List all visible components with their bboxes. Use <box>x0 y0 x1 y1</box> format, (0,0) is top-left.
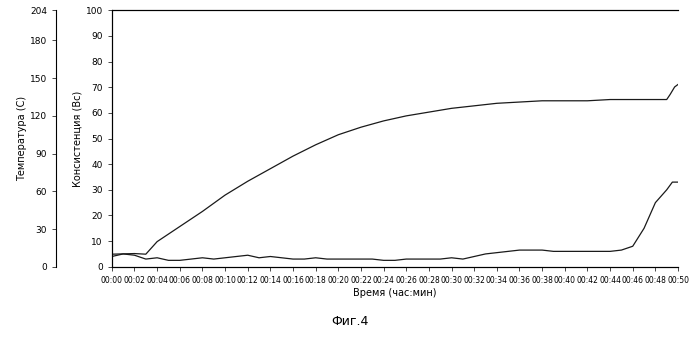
Y-axis label: Консистенция (Вс): Консистенция (Вс) <box>73 90 82 187</box>
X-axis label: Время (час:мин): Время (час:мин) <box>353 288 437 298</box>
Y-axis label: Температура (С): Температура (С) <box>17 96 27 181</box>
Text: Фиг.4: Фиг.4 <box>331 315 368 328</box>
